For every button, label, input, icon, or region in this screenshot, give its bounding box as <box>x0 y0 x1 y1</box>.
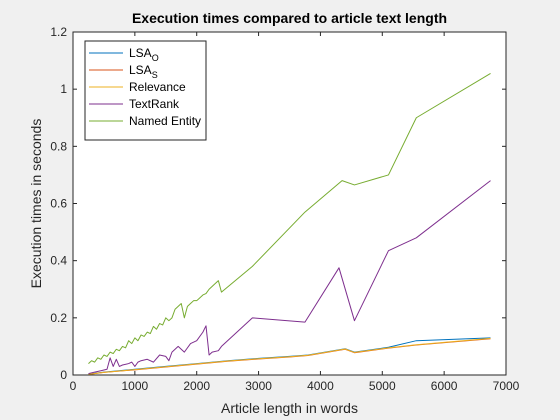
y-tick-label: 0.4 <box>50 254 67 268</box>
legend-label-lsa-s: LSAS <box>129 63 158 80</box>
legend-box <box>84 40 207 141</box>
legend-label-text: Named Entity <box>129 114 201 128</box>
y-tick-label: 0 <box>60 368 67 382</box>
series-line-named-entity <box>88 73 491 364</box>
series-line-relevance <box>88 337 491 375</box>
y-tick-label: 0.2 <box>50 311 67 325</box>
y-tick-label: 1 <box>60 82 67 96</box>
x-tick-label: 1000 <box>122 379 149 393</box>
x-tick-label: 7000 <box>493 379 520 393</box>
legend-label-relevance: Relevance <box>129 80 186 94</box>
legend-label-subscript: O <box>152 53 159 63</box>
chart-title: Execution times compared to article text… <box>132 10 447 26</box>
legend-label-lsa-o: LSAO <box>129 46 159 63</box>
y-axis-label: Execution times in seconds <box>28 119 44 289</box>
y-tick-label: 1.2 <box>50 25 67 39</box>
x-tick-label: 3000 <box>245 379 272 393</box>
legend-label-textrank: TextRank <box>129 97 180 111</box>
series-line-textrank <box>88 180 491 375</box>
ticks-layer: 0 1000 2000 3000 4000 5000 6000 7000 0 0.2 0.4 0.6 0… <box>50 25 519 393</box>
legend-label-subscript: S <box>152 70 158 80</box>
legend-label-text: LSA <box>129 63 152 77</box>
x-tick-label: 5000 <box>369 379 396 393</box>
legend-label-text: Relevance <box>129 80 186 94</box>
y-tick-label: 0.8 <box>50 139 67 153</box>
y-tick-label: 0.6 <box>50 197 67 211</box>
x-tick-label: 6000 <box>431 379 458 393</box>
x-tick-label: 2000 <box>183 379 210 393</box>
legend-label-named-entity: Named Entity <box>129 114 201 128</box>
x-tick-label: 4000 <box>307 379 334 393</box>
legend-label-text: LSA <box>129 46 152 60</box>
x-tick-label: 0 <box>70 379 77 393</box>
series-layer <box>88 73 491 375</box>
legend-label-text: TextRank <box>129 97 180 111</box>
x-axis-label: Article length in words <box>221 400 358 416</box>
